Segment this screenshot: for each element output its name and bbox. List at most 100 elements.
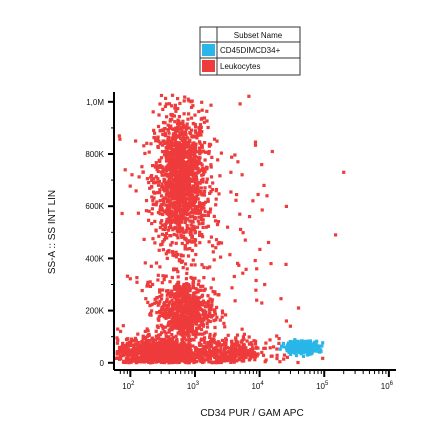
data-point bbox=[163, 330, 167, 334]
data-point bbox=[170, 311, 174, 315]
data-point bbox=[171, 322, 176, 326]
data-point bbox=[161, 133, 165, 137]
data-point bbox=[177, 343, 181, 347]
data-point bbox=[167, 168, 171, 172]
data-point bbox=[192, 358, 197, 362]
data-point bbox=[204, 165, 208, 169]
data-point bbox=[187, 190, 191, 194]
data-point bbox=[220, 309, 224, 313]
data-point bbox=[183, 95, 187, 99]
data-point bbox=[214, 203, 218, 207]
data-point bbox=[190, 327, 194, 331]
data-point bbox=[142, 237, 146, 241]
data-point bbox=[278, 360, 282, 364]
data-point bbox=[166, 199, 170, 203]
data-point bbox=[201, 313, 205, 317]
data-point bbox=[190, 337, 194, 341]
data-point bbox=[203, 287, 207, 291]
data-point bbox=[178, 121, 182, 125]
data-point bbox=[177, 135, 181, 139]
data-point bbox=[208, 339, 213, 343]
data-point bbox=[236, 352, 240, 356]
data-point bbox=[177, 214, 181, 218]
data-point bbox=[187, 112, 191, 116]
data-point bbox=[160, 313, 164, 318]
legend-label-cd45dimcd34: CD45DIMCD34+ bbox=[220, 46, 281, 55]
data-point bbox=[150, 309, 154, 313]
data-point bbox=[215, 342, 219, 346]
data-point bbox=[147, 209, 151, 213]
data-point bbox=[180, 143, 184, 148]
data-point bbox=[214, 318, 218, 322]
data-point bbox=[153, 349, 157, 354]
data-point bbox=[196, 314, 200, 318]
data-point bbox=[152, 301, 156, 305]
data-point bbox=[210, 155, 214, 159]
data-point bbox=[184, 143, 188, 147]
data-point bbox=[183, 247, 187, 251]
data-point bbox=[214, 358, 218, 362]
data-point bbox=[183, 161, 187, 165]
data-point bbox=[165, 352, 169, 356]
data-point bbox=[334, 233, 338, 237]
data-point bbox=[261, 353, 266, 357]
data-point bbox=[185, 302, 189, 306]
data-point bbox=[128, 277, 132, 281]
y-tick-label: 0 bbox=[100, 359, 105, 368]
data-point bbox=[253, 358, 257, 362]
data-point bbox=[196, 219, 200, 223]
data-point bbox=[162, 209, 166, 213]
data-point bbox=[223, 354, 227, 359]
data-point bbox=[242, 332, 246, 336]
data-point bbox=[188, 359, 192, 363]
data-point bbox=[238, 356, 242, 360]
data-point bbox=[206, 210, 210, 214]
data-point bbox=[150, 195, 154, 199]
data-point bbox=[151, 282, 155, 287]
data-point bbox=[201, 225, 205, 229]
data-point bbox=[297, 346, 301, 350]
data-point bbox=[223, 347, 228, 351]
data-point bbox=[174, 314, 178, 318]
data-point bbox=[166, 315, 170, 319]
data-point bbox=[178, 328, 182, 333]
x-tick-label: 102 bbox=[122, 381, 135, 391]
data-point bbox=[208, 297, 212, 301]
data-point bbox=[255, 298, 259, 302]
data-point bbox=[165, 299, 169, 304]
data-point bbox=[181, 149, 186, 153]
data-point bbox=[229, 351, 233, 355]
data-point bbox=[180, 159, 184, 163]
data-point bbox=[178, 216, 182, 220]
data-point bbox=[156, 303, 160, 307]
data-point bbox=[251, 346, 255, 350]
data-point bbox=[164, 232, 169, 236]
data-point bbox=[184, 289, 188, 293]
data-point bbox=[170, 351, 174, 355]
data-point bbox=[175, 160, 179, 164]
data-point bbox=[185, 197, 189, 201]
data-point bbox=[198, 156, 202, 160]
data-point bbox=[192, 215, 196, 219]
data-point bbox=[249, 341, 253, 345]
data-point bbox=[144, 297, 148, 301]
data-point bbox=[154, 300, 158, 304]
data-point bbox=[164, 102, 169, 106]
data-point bbox=[155, 311, 159, 315]
data-point bbox=[176, 236, 180, 240]
data-point bbox=[168, 126, 172, 130]
data-point bbox=[154, 137, 158, 141]
data-point bbox=[180, 129, 184, 134]
data-point bbox=[219, 344, 223, 348]
data-point bbox=[219, 255, 223, 259]
data-point bbox=[137, 347, 141, 351]
data-point bbox=[146, 282, 150, 286]
data-point bbox=[187, 170, 191, 174]
data-point bbox=[201, 205, 205, 209]
data-point bbox=[142, 347, 146, 351]
data-point bbox=[203, 189, 207, 193]
data-point bbox=[165, 188, 169, 192]
data-point bbox=[171, 305, 175, 310]
data-point bbox=[175, 195, 179, 199]
data-point bbox=[193, 182, 197, 186]
